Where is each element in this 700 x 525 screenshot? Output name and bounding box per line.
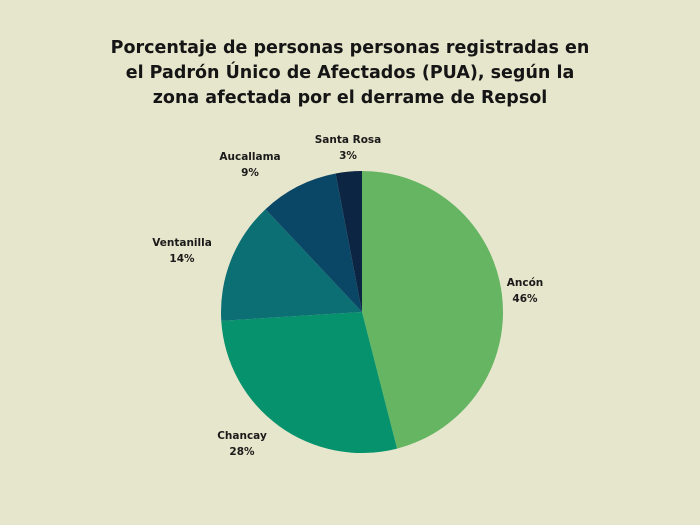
slice-label: Santa Rosa 3% bbox=[315, 132, 382, 164]
pie-slice-ancón bbox=[362, 171, 504, 449]
slice-label: Aucallama 9% bbox=[219, 149, 280, 181]
slice-value: 3% bbox=[339, 150, 357, 162]
slice-category: Chancay bbox=[217, 430, 267, 442]
pie-slice-ventanilla bbox=[221, 209, 362, 321]
slice-value: 14% bbox=[169, 253, 195, 265]
pie-slice-chancay bbox=[221, 312, 398, 453]
slice-label: Ancón 46% bbox=[507, 275, 544, 307]
slice-category: Ancón bbox=[506, 277, 544, 289]
slice-value: 28% bbox=[229, 446, 255, 458]
slice-value: 9% bbox=[241, 167, 259, 179]
pie-slice-santa-rosa bbox=[335, 171, 362, 312]
slice-label: Ventanilla 14% bbox=[152, 235, 212, 267]
chart-title: Porcentaje de personas personas registra… bbox=[110, 38, 590, 108]
slice-category: Ventanilla bbox=[152, 237, 212, 249]
slice-category: Aucallama bbox=[219, 151, 281, 163]
pie-slice-aucallama bbox=[265, 173, 362, 312]
slice-label: Chancay 28% bbox=[217, 428, 267, 460]
slice-value: 46% bbox=[512, 293, 538, 305]
slice-category: Santa Rosa bbox=[314, 134, 382, 146]
